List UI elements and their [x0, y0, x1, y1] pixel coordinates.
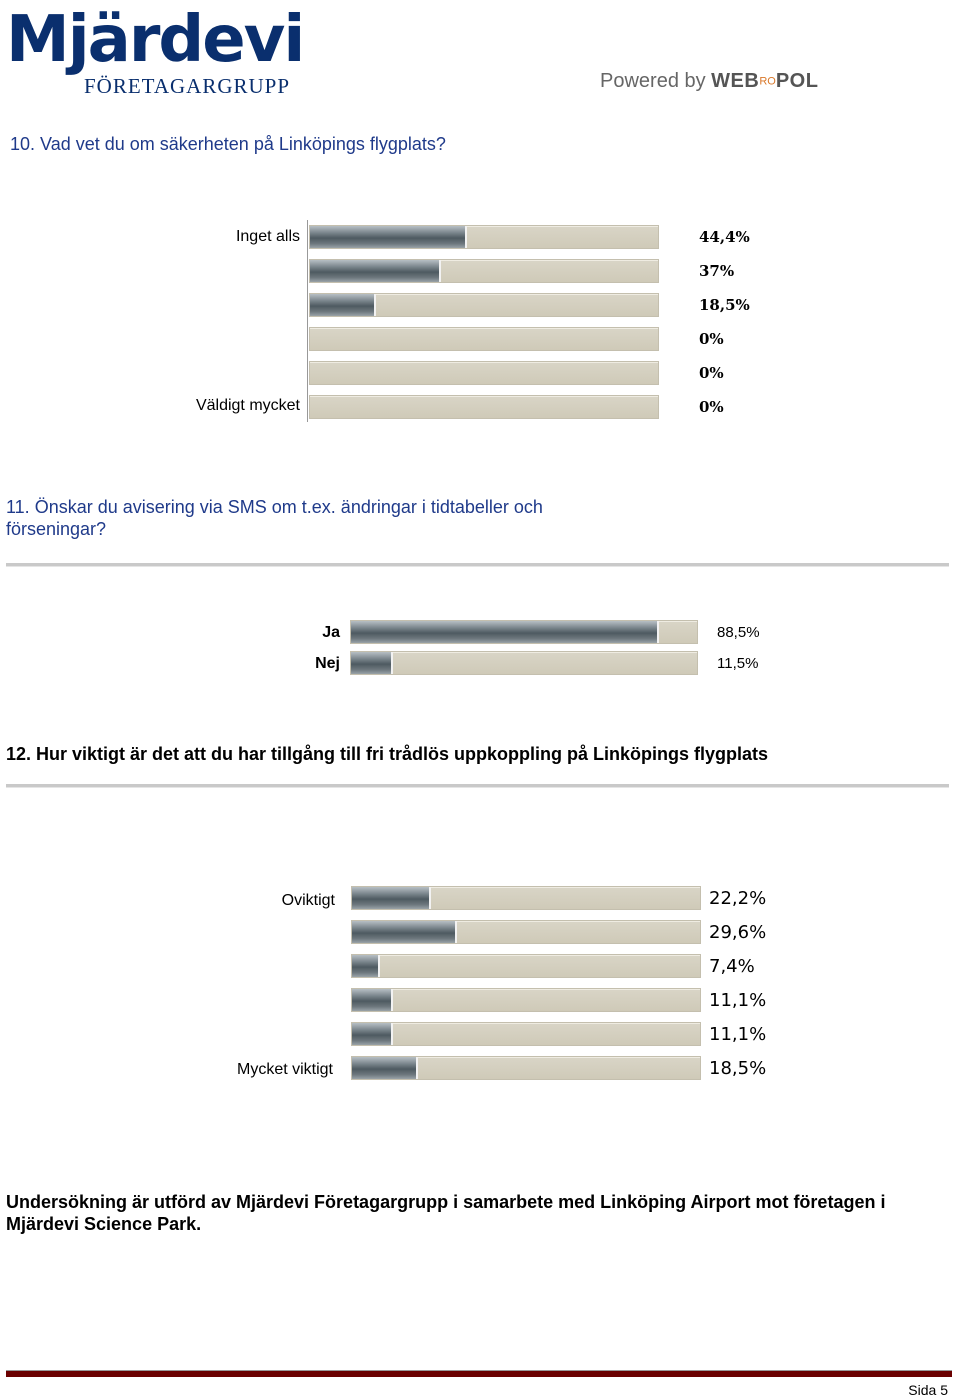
company-logo: Mjärdevi — [6, 3, 305, 77]
q11-percent-label-2: 11,5% — [717, 655, 759, 672]
powered-brand-a: WEB — [711, 70, 760, 92]
q10-bar-fill-2 — [310, 260, 441, 282]
q10-bar-5 — [309, 361, 659, 385]
q10-bar-fill-1 — [310, 226, 467, 248]
q11-bar-fill-2 — [351, 652, 393, 674]
q10-bar-1 — [309, 225, 659, 249]
q12-percent-label-1: 22,2% — [709, 888, 767, 909]
q12-bar-fill-4 — [352, 989, 393, 1011]
q10-bar-fill-3 — [310, 294, 377, 316]
q11-bar-fill-1 — [351, 621, 660, 643]
powered-brand-b: POL — [775, 70, 819, 92]
q12-bar-3 — [351, 954, 701, 978]
q11-bar-1 — [350, 620, 698, 644]
q12-bar-2 — [351, 920, 701, 944]
q12-bar-fill-1 — [352, 887, 432, 909]
question-12-title: 12. Hur viktigt är det att du har tillgå… — [6, 744, 769, 764]
q12-bar-1 — [351, 886, 701, 910]
q10-percent-label-1: 44,4% — [699, 228, 750, 246]
powered-by-logo: Powered by WEBROPOL — [600, 70, 818, 93]
page-number: Sida 5 — [908, 1382, 948, 1398]
q10-percent-label-2: 37% — [699, 262, 735, 280]
q10-bottom-label: Väldigt mycket — [195, 397, 300, 414]
company-logo-subtitle: FÖRETAGARGRUPP — [84, 74, 291, 98]
q11-percent-label-1: 88,5% — [717, 624, 760, 641]
q12-bar-fill-6 — [352, 1057, 419, 1079]
question-11-title: 11. Önskar du avisering via SMS om t.ex.… — [6, 497, 543, 539]
q10-axis — [307, 220, 308, 422]
q10-bar-3 — [309, 293, 659, 317]
q12-percent-label-4: 11,1% — [709, 990, 767, 1011]
q12-percent-label-3: 7,4% — [709, 956, 755, 977]
survey-footnote: Undersökning är utförd av Mjärdevi Föret… — [6, 1192, 886, 1234]
q11-row-label-1: Ja — [322, 624, 340, 641]
q12-divider — [6, 784, 949, 788]
q11-row-label-2: Nej — [315, 655, 340, 672]
q10-percent-label-5: 0% — [699, 364, 724, 382]
q12-percent-label-6: 18,5% — [709, 1058, 767, 1079]
q10-bar-2 — [309, 259, 659, 283]
page-footer-rule — [6, 1370, 952, 1377]
q12-bar-fill-5 — [352, 1023, 393, 1045]
q11-divider — [6, 563, 949, 567]
q12-bottom-label: Mycket viktigt — [236, 1061, 333, 1078]
q12-bar-fill-2 — [352, 921, 457, 943]
q12-bar-5 — [351, 1022, 701, 1046]
powered-by-text: Powered by — [600, 70, 712, 92]
q12-percent-label-5: 11,1% — [709, 1024, 767, 1045]
q11-bar-2 — [350, 651, 698, 675]
q12-bar-fill-3 — [352, 955, 380, 977]
q10-bar-6 — [309, 395, 659, 419]
q10-top-label: Inget alls — [235, 228, 300, 245]
q12-bar-6 — [351, 1056, 701, 1080]
powered-brand-ro: RO — [759, 75, 776, 88]
q10-percent-label-4: 0% — [699, 330, 724, 348]
q10-percent-label-3: 18,5% — [699, 296, 750, 314]
q12-bar-4 — [351, 988, 701, 1012]
q10-bar-4 — [309, 327, 659, 351]
q12-top-label: Oviktigt — [281, 892, 335, 909]
question-10-title: 10. Vad vet du om säkerheten på Linköpin… — [10, 134, 446, 154]
q10-percent-label-6: 0% — [699, 398, 724, 416]
q12-percent-label-2: 29,6% — [709, 922, 767, 943]
